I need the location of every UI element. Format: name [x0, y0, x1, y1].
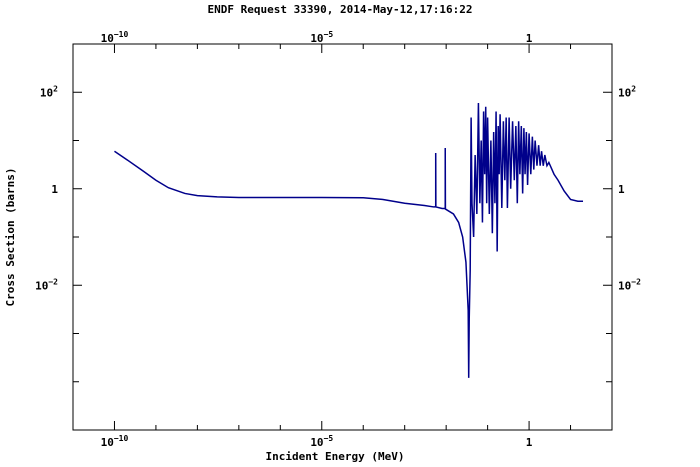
plot-frame	[72, 43, 613, 431]
x-axis-label: Incident Energy (MeV)	[265, 450, 404, 463]
y-tick-label-right: 10−2	[618, 277, 641, 292]
y-tick-label-left: 1	[51, 183, 58, 196]
x-tick-label-top: 1	[526, 32, 533, 45]
x-tick-label-top: 10−5	[310, 30, 333, 45]
x-tick-label-bottom: 10−5	[310, 434, 333, 449]
tick-labels: 10−10 10−5 1 10−10 10−5 1 102 1 10−2 102 1 10−2	[35, 30, 641, 449]
y-axis-label: Cross Section (barns)	[4, 167, 17, 306]
cross-section-series	[114, 102, 584, 378]
axis-ticks	[72, 43, 613, 431]
x-tick-label-top: 10−10	[101, 30, 129, 45]
x-tick-label-bottom: 1	[526, 436, 533, 449]
y-tick-label-left: 102	[40, 84, 58, 99]
chart-title: ENDF Request 33390, 2014-May-12,17:16:22	[208, 3, 473, 16]
y-tick-label-right: 1	[618, 183, 625, 196]
x-tick-label-bottom: 10−10	[101, 434, 129, 449]
y-tick-label-right: 102	[618, 84, 636, 99]
y-tick-label-left: 10−2	[35, 277, 58, 292]
plot-area	[114, 102, 584, 378]
